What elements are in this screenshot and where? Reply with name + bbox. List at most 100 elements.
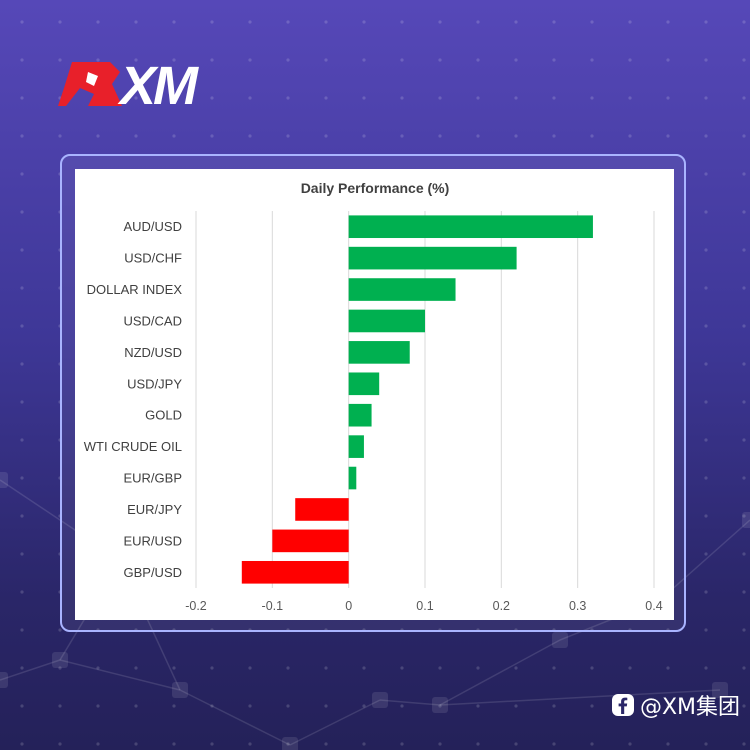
bg-dot xyxy=(742,20,746,24)
bg-dot xyxy=(20,628,24,632)
bg-dot xyxy=(20,742,24,746)
bg-dot xyxy=(96,20,100,24)
bg-dot xyxy=(742,210,746,214)
bg-network-node xyxy=(372,692,388,708)
bg-dot xyxy=(704,96,708,100)
bar-eur-gbp xyxy=(348,466,357,490)
bg-dot xyxy=(286,704,290,708)
bg-dot xyxy=(58,134,62,138)
bg-dot xyxy=(552,704,556,708)
bg-dot xyxy=(742,400,746,404)
bar-usd-cad xyxy=(348,309,425,333)
bg-dot xyxy=(438,742,442,746)
bg-dot xyxy=(514,666,518,670)
bg-dot xyxy=(476,96,480,100)
category-label: EUR/USD xyxy=(123,533,182,548)
bg-dot xyxy=(134,742,138,746)
bar-nzd-usd xyxy=(348,341,410,364)
bg-dot xyxy=(590,134,594,138)
bg-dot xyxy=(96,134,100,138)
bg-dot xyxy=(20,590,24,594)
logo-white-cut xyxy=(86,72,98,86)
bg-dot xyxy=(704,590,708,594)
bg-dot xyxy=(438,704,442,708)
bg-dot xyxy=(58,704,62,708)
category-label: EUR/JPY xyxy=(127,502,182,517)
bg-dot xyxy=(438,58,442,62)
bg-dot xyxy=(210,20,214,24)
bg-dot xyxy=(58,58,62,62)
bg-dot xyxy=(210,134,214,138)
bg-dot xyxy=(286,96,290,100)
bg-dot xyxy=(362,20,366,24)
bg-dot xyxy=(666,58,670,62)
bg-dot xyxy=(704,666,708,670)
bg-dot xyxy=(248,704,252,708)
bg-dot xyxy=(324,742,328,746)
bg-dot xyxy=(400,134,404,138)
bg-dot xyxy=(96,58,100,62)
bg-dot xyxy=(514,58,518,62)
logo-text: XM xyxy=(117,58,199,110)
bg-dot xyxy=(20,286,24,290)
bar-aud-usd xyxy=(348,215,593,239)
bg-dot xyxy=(286,20,290,24)
bg-dot xyxy=(58,742,62,746)
bar-gold xyxy=(348,403,372,427)
bg-dot xyxy=(514,134,518,138)
x-tick-label: 0.1 xyxy=(416,599,433,613)
bar-wti-crude-oil xyxy=(348,435,364,458)
bg-dot xyxy=(362,134,366,138)
bg-dot xyxy=(20,476,24,480)
bg-dot xyxy=(20,552,24,556)
bg-dot xyxy=(704,248,708,252)
social-handle[interactable]: @XM集团 xyxy=(611,690,740,720)
bg-network-line xyxy=(439,639,561,706)
bg-dot xyxy=(324,704,328,708)
x-tick-label: -0.2 xyxy=(185,599,207,613)
bg-dot xyxy=(704,704,708,708)
x-tick-label: -0.1 xyxy=(262,599,284,613)
bg-dot xyxy=(514,96,518,100)
bg-dot xyxy=(704,400,708,404)
bg-dot xyxy=(590,58,594,62)
bg-dot xyxy=(20,438,24,442)
bg-dot xyxy=(210,704,214,708)
bg-dot xyxy=(666,666,670,670)
bg-dot xyxy=(666,704,670,708)
bg-network-line xyxy=(59,659,181,691)
bar-dollar-index xyxy=(348,278,456,301)
bg-dot xyxy=(172,666,176,670)
bg-dot xyxy=(324,20,328,24)
bg-dot xyxy=(742,58,746,62)
bar-usd-jpy xyxy=(348,372,380,396)
x-tick-label: 0.3 xyxy=(569,599,586,613)
bg-dot xyxy=(704,552,708,556)
bar-eur-jpy xyxy=(295,498,349,521)
category-labels: AUD/USD USD/CHF DOLLAR INDEX USD/CAD NZD/USD… xyxy=(84,219,183,580)
category-label: DOLLAR INDEX xyxy=(87,282,183,297)
bg-dot xyxy=(20,134,24,138)
bg-dot xyxy=(666,134,670,138)
bg-dot xyxy=(20,210,24,214)
bg-dot xyxy=(476,58,480,62)
bg-dot xyxy=(286,58,290,62)
bg-dot xyxy=(134,20,138,24)
bg-dot xyxy=(742,742,746,746)
bg-dot xyxy=(704,134,708,138)
bg-dot xyxy=(704,324,708,328)
bg-dot xyxy=(172,134,176,138)
category-label: NZD/USD xyxy=(124,345,182,360)
bg-dot xyxy=(704,58,708,62)
category-label: EUR/GBP xyxy=(123,471,182,486)
bg-dot xyxy=(172,704,176,708)
chart-card: Daily Performance (%) AUD/USD USD/CHF DOLL… xyxy=(75,169,674,620)
bg-dot xyxy=(400,58,404,62)
bg-network-line xyxy=(179,689,291,746)
bg-dot xyxy=(628,742,632,746)
bg-network-node xyxy=(552,632,568,648)
bg-dot xyxy=(438,666,442,670)
bg-network-node xyxy=(432,697,448,713)
bars xyxy=(241,215,593,584)
bg-dot xyxy=(324,666,328,670)
